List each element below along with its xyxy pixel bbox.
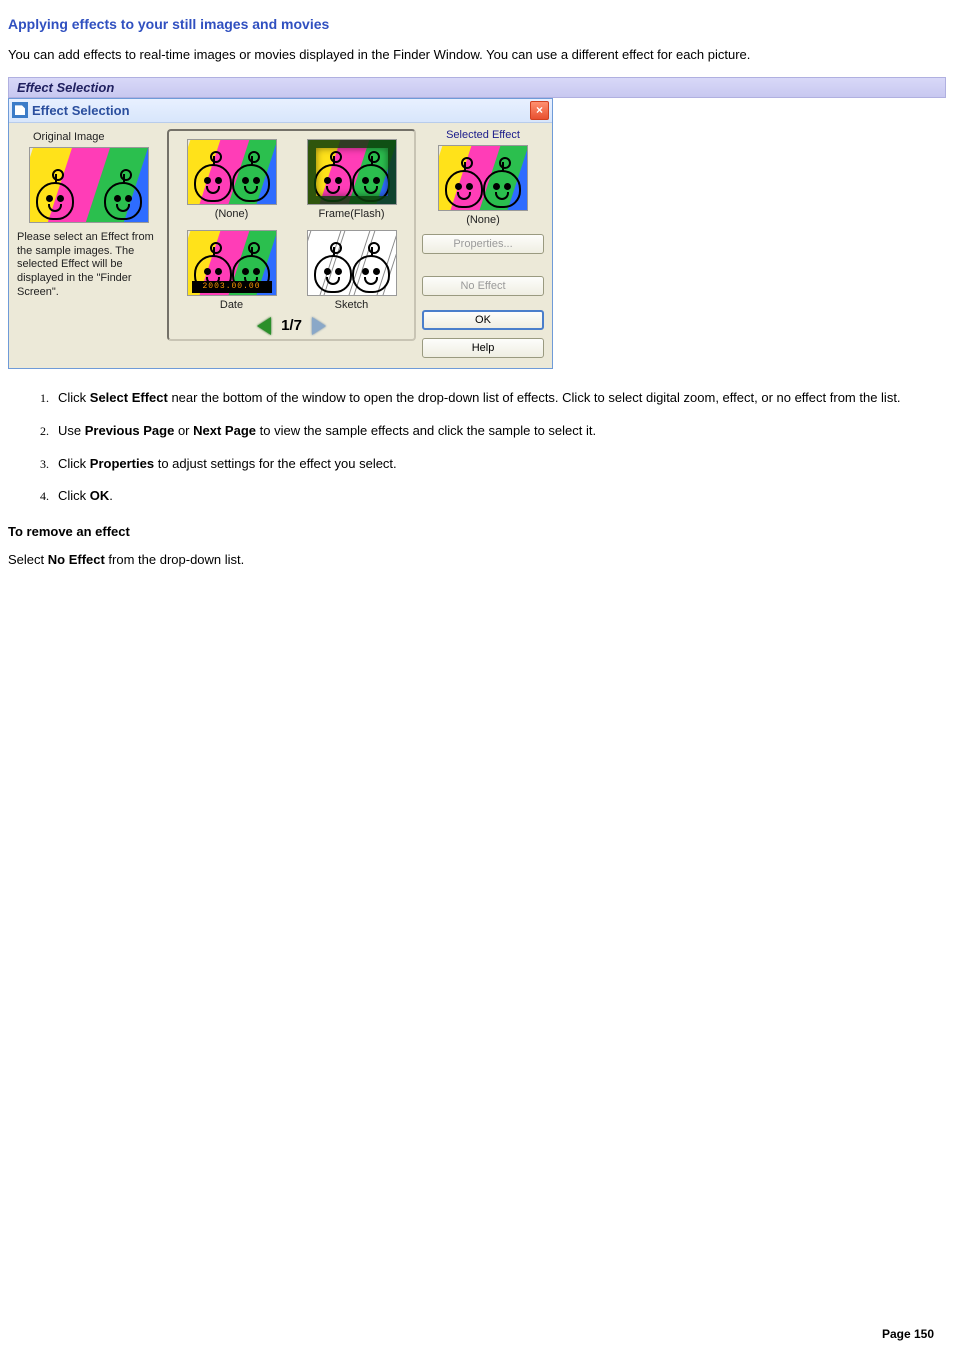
effect-label: (None) [215, 208, 249, 220]
t: or [174, 423, 193, 438]
page-number: Page 150 [882, 1327, 934, 1341]
bold: Previous Page [85, 423, 175, 438]
previous-page-icon[interactable] [257, 317, 271, 335]
intro-text: You can add effects to real-time images … [8, 46, 946, 65]
t: Click [58, 456, 90, 471]
t: near the bottom of the window to open th… [168, 390, 901, 405]
bold: Properties [90, 456, 154, 471]
window-app-icon [12, 102, 28, 118]
step-1: Click Select Effect near the bottom of t… [52, 389, 946, 408]
bold: Select Effect [90, 390, 168, 405]
date-stamp: 2003.00.00 [192, 281, 272, 293]
dialog-titlebar: Effect Selection × [9, 99, 552, 123]
effect-sample-none[interactable]: (None) [183, 139, 281, 220]
pager-text: 1/7 [281, 317, 302, 334]
ok-button[interactable]: OK [422, 310, 544, 330]
page-title: Applying effects to your still images an… [8, 16, 946, 32]
dialog-title-text: Effect Selection [32, 103, 530, 118]
section-header: Effect Selection [8, 77, 946, 98]
selected-effect-label: Selected Effect [422, 129, 544, 141]
remove-effect-heading: To remove an effect [8, 524, 946, 539]
hint-text: Please select an Effect from the sample … [17, 231, 161, 300]
close-icon[interactable]: × [530, 101, 549, 120]
t: Click [58, 390, 90, 405]
t: Select [8, 552, 48, 567]
effects-grid-frame: (None) Frame(Flash) [167, 129, 416, 341]
t: to adjust settings for the effect you se… [154, 456, 397, 471]
effect-sample-date[interactable]: 2003.00.00 Date [183, 230, 281, 311]
bold: Next Page [193, 423, 256, 438]
step-2: Use Previous Page or Next Page to view t… [52, 422, 946, 441]
effect-label: Sketch [335, 299, 369, 311]
original-image-label: Original Image [33, 131, 161, 143]
next-page-icon[interactable] [312, 317, 326, 335]
bold: OK [90, 488, 110, 503]
t: from the drop-down list. [105, 552, 244, 567]
selected-effect-name: (None) [422, 214, 544, 226]
effect-selection-dialog: Effect Selection × Original Image Please… [8, 98, 553, 369]
effect-sample-sketch[interactable]: Sketch [303, 230, 401, 311]
effect-label: Frame(Flash) [318, 208, 384, 220]
remove-effect-text: Select No Effect from the drop-down list… [8, 551, 946, 570]
bold: No Effect [48, 552, 105, 567]
effect-sample-frame[interactable]: Frame(Flash) [303, 139, 401, 220]
t: Click [58, 488, 90, 503]
properties-button[interactable]: Properties... [422, 234, 544, 254]
t: to view the sample effects and click the… [256, 423, 596, 438]
effect-label: Date [220, 299, 243, 311]
original-image-thumb [29, 147, 149, 223]
no-effect-button[interactable]: No Effect [422, 276, 544, 296]
selected-effect-thumb [438, 145, 528, 211]
step-4: Click OK. [52, 487, 946, 506]
steps-list: Click Select Effect near the bottom of t… [8, 389, 946, 506]
step-3: Click Properties to adjust settings for … [52, 455, 946, 474]
t: Use [58, 423, 85, 438]
help-button[interactable]: Help [422, 338, 544, 358]
t: . [109, 488, 113, 503]
